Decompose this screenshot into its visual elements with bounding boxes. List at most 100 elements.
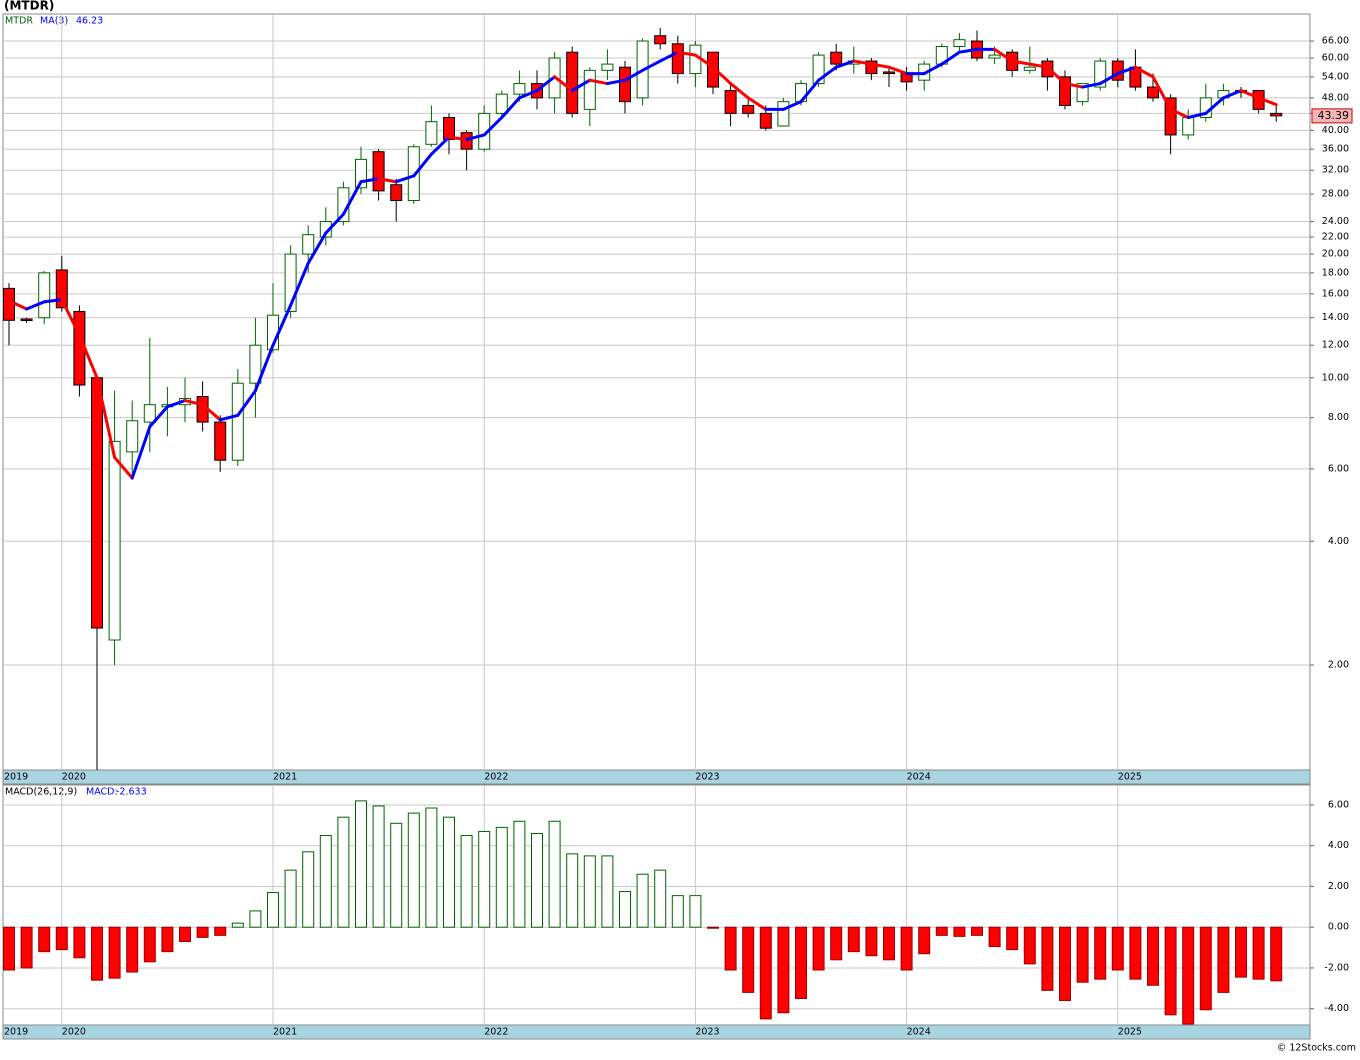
ma-segment <box>570 78 592 93</box>
candle-body <box>108 440 121 641</box>
legend-ma: MA(3) <box>40 16 68 27</box>
y-tick-label: 14.00 <box>1322 312 1349 323</box>
macd-bar <box>55 926 68 951</box>
ma-segment <box>1239 89 1261 100</box>
ma-segment <box>60 298 81 337</box>
x-tick-label: 2023 <box>695 1027 719 1038</box>
macd-bar <box>707 926 719 929</box>
y-tick-label: 60.00 <box>1322 53 1349 64</box>
candle-body <box>249 344 262 384</box>
ma-segment <box>271 303 293 347</box>
y-tick-label: 32.00 <box>1322 165 1349 176</box>
ma-segment <box>1257 96 1278 107</box>
macd-bar <box>319 835 332 928</box>
ma-segment <box>447 135 469 142</box>
macd-bar <box>302 851 315 928</box>
candle-body <box>214 421 227 461</box>
y-tick-label: 2.00 <box>1328 659 1349 670</box>
candle-body <box>1059 76 1071 106</box>
macd-bar <box>865 926 878 957</box>
ma-segment <box>394 174 416 184</box>
ma-segment <box>236 389 257 417</box>
ma-segment <box>500 96 521 119</box>
date-strip <box>2 1024 1311 1040</box>
ma-segment <box>482 115 504 137</box>
x-tick-label: 2019 <box>4 772 28 783</box>
macd-bar <box>583 855 596 928</box>
ma-segment <box>852 59 873 66</box>
candle-body <box>988 54 1001 59</box>
candle-body <box>372 151 385 192</box>
candle-body <box>20 318 33 322</box>
ma-segment <box>693 53 715 69</box>
ma-segment <box>922 62 944 76</box>
ma-segment <box>148 405 169 429</box>
ma-segment <box>1045 65 1067 86</box>
x-tick-label: 2020 <box>62 772 86 783</box>
candle-body <box>231 382 244 461</box>
ma-segment <box>887 65 909 76</box>
macd-bar <box>495 826 508 928</box>
candle-body <box>759 112 772 129</box>
legend-macd: MACD(26,12,9) <box>5 787 77 798</box>
ma-segment <box>1221 89 1243 100</box>
macd-bar <box>407 812 420 928</box>
y-tick-label: -2.00 <box>1324 962 1349 973</box>
macd-bar <box>531 832 543 928</box>
y-tick-label: 2.00 <box>1328 881 1349 892</box>
candle-body <box>126 420 139 453</box>
macd-bar <box>355 800 367 928</box>
macd-bar <box>20 926 33 969</box>
ma-segment <box>517 89 539 100</box>
macd-bar <box>1076 926 1089 983</box>
ma-segment <box>183 399 205 407</box>
macd-bar <box>795 926 807 1000</box>
x-tick-label: 2022 <box>484 772 508 783</box>
candle-body <box>1076 83 1089 103</box>
macd-bar <box>689 895 702 928</box>
candle-body <box>91 377 103 629</box>
macd-bar <box>1235 926 1247 978</box>
macd-bar <box>460 835 473 928</box>
legend-symbol: MTDR <box>5 16 33 27</box>
x-tick-label: 2021 <box>273 772 297 783</box>
macd-bar <box>443 816 455 928</box>
macd-bar <box>935 926 948 936</box>
ma-segment <box>1151 75 1173 111</box>
ma-segment <box>289 261 310 307</box>
macd-bar <box>654 869 667 928</box>
ma-segment <box>623 68 645 82</box>
macd-bar <box>126 926 139 973</box>
ma-segment <box>1116 65 1137 76</box>
y-tick-label: 22.00 <box>1322 232 1349 243</box>
candle-body <box>302 234 315 255</box>
source: © 12Stocks.com <box>1277 1043 1356 1054</box>
macd-bar <box>601 855 614 928</box>
macd-bar <box>847 926 860 953</box>
chart-title: (MTDR) <box>4 0 54 13</box>
macd-bar <box>161 926 174 953</box>
date-strip <box>2 769 1311 785</box>
macd-bar <box>143 926 156 963</box>
macd-bar <box>337 816 350 928</box>
ma-segment <box>1081 82 1102 89</box>
macd-bar <box>1129 926 1142 980</box>
macd-bar <box>1094 926 1107 980</box>
ma-segment <box>1098 72 1120 86</box>
ma-segment <box>130 425 152 480</box>
macd-bar <box>196 926 209 938</box>
macd-bar <box>1270 926 1283 982</box>
y-tick-label: 54.00 <box>1322 71 1349 82</box>
macd-bar <box>619 891 631 928</box>
y-tick-label: 10.00 <box>1322 372 1349 383</box>
x-tick-label: 2020 <box>62 1027 86 1038</box>
macd-bar <box>1041 926 1054 991</box>
y-tick-label: 6.00 <box>1328 463 1349 474</box>
x-tick-label: 2024 <box>907 1027 931 1038</box>
ma-segment <box>306 231 328 265</box>
macd-bar <box>3 926 15 971</box>
ma-segment <box>201 403 222 422</box>
candle-body <box>3 287 15 321</box>
candle-body <box>619 66 631 103</box>
y-tick-label: 48.00 <box>1322 92 1349 103</box>
